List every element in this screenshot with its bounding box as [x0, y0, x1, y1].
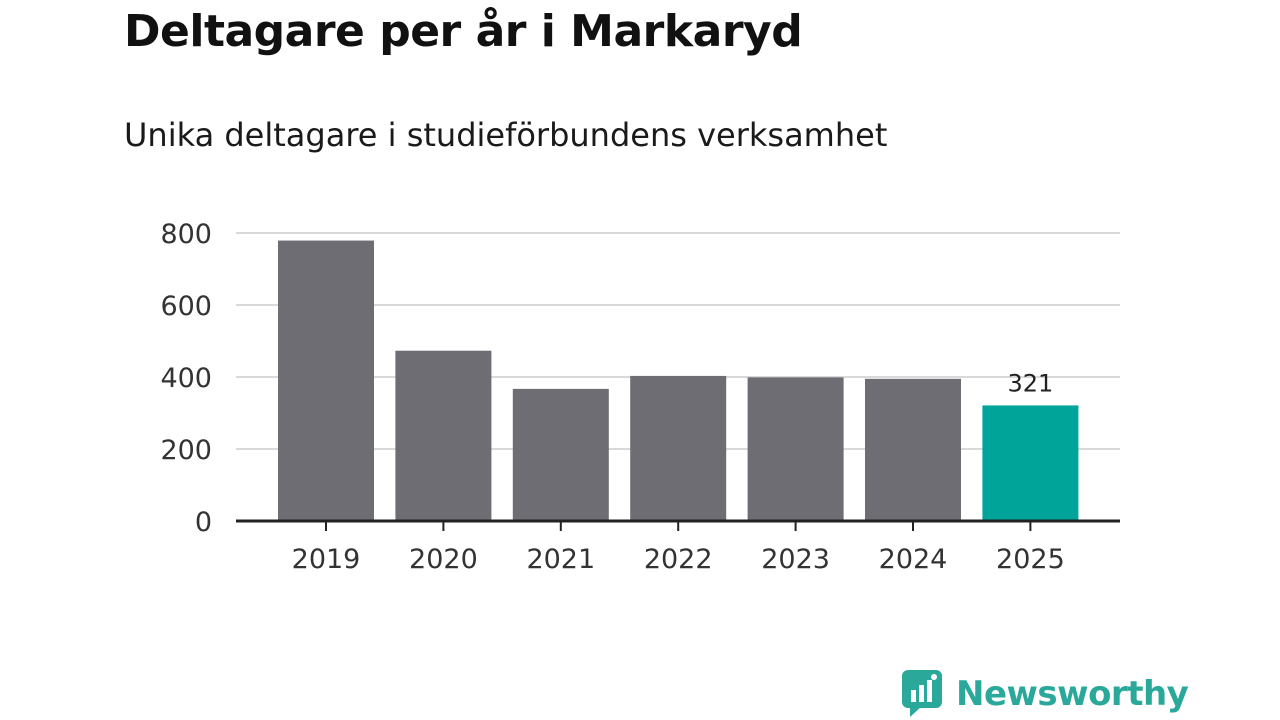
y-tick-label: 800: [160, 219, 212, 250]
x-tick-label: 2025: [996, 544, 1065, 575]
bar-2021: [512, 388, 609, 521]
x-tick-label: 2022: [644, 544, 713, 575]
data-label: 321: [1007, 369, 1053, 397]
x-tick-label: 2021: [526, 544, 595, 575]
bar-2019: [278, 240, 374, 521]
bars: [278, 240, 1079, 521]
bar-2025: [982, 405, 1079, 521]
brand-name: Newsworthy: [956, 674, 1189, 714]
newsworthy-brand[interactable]: Newsworthy: [902, 670, 1189, 718]
x-tick-label: 2020: [409, 544, 478, 575]
chart-title: Deltagare per år i Markaryd: [124, 6, 803, 57]
x-tick-label: 2019: [292, 544, 361, 575]
bar-2024: [865, 378, 961, 521]
x-tick-label: 2024: [879, 544, 948, 575]
y-tick-label: 0: [195, 507, 212, 538]
chart-subtitle: Unika deltagare i studieförbundens verks…: [124, 116, 888, 154]
bar-2023: [747, 377, 844, 521]
axes: [236, 519, 1120, 531]
y-tick-label: 600: [160, 291, 212, 322]
bar-2020: [395, 350, 492, 521]
labels: 0 200 400 600 800 2019 2020 2021 2022 2023 2024 202…: [160, 219, 1064, 575]
bar-2022: [630, 375, 727, 521]
y-tick-label: 400: [160, 363, 212, 394]
newsworthy-logo-icon: [902, 670, 942, 717]
y-tick-label: 200: [160, 435, 212, 466]
x-tick-label: 2023: [761, 544, 830, 575]
